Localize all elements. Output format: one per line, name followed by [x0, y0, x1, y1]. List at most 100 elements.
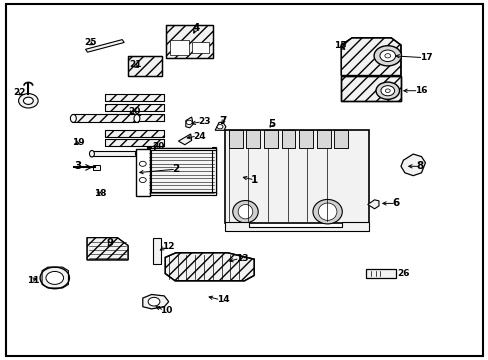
Polygon shape [341, 76, 400, 101]
Polygon shape [400, 154, 425, 176]
Text: 9: 9 [106, 238, 113, 248]
Bar [224, 130, 368, 223]
Bar [147, 148, 216, 150]
Bar [166, 25, 212, 58]
Ellipse shape [238, 204, 252, 219]
Text: 18: 18 [94, 189, 106, 198]
Polygon shape [165, 253, 254, 281]
Text: 2: 2 [172, 164, 179, 174]
Text: 1: 1 [250, 175, 258, 185]
Bar [299, 130, 312, 148]
Polygon shape [87, 238, 128, 260]
Text: 25: 25 [84, 38, 97, 47]
Text: 16: 16 [414, 86, 427, 95]
Text: 6: 6 [391, 198, 399, 208]
Bar [334, 130, 347, 148]
Bar [105, 114, 163, 121]
Text: 3: 3 [74, 161, 81, 171]
Circle shape [384, 54, 390, 58]
Text: 15: 15 [333, 41, 346, 50]
Circle shape [380, 86, 394, 96]
Text: 7: 7 [219, 116, 226, 126]
Bar [170, 40, 188, 55]
Bar [136, 149, 149, 196]
Bar [128, 56, 162, 76]
Polygon shape [85, 40, 124, 52]
Polygon shape [178, 134, 191, 145]
Bar [105, 139, 163, 146]
Circle shape [373, 46, 401, 66]
Bar [105, 94, 163, 101]
Circle shape [217, 125, 223, 129]
Bar [146, 147, 150, 195]
Bar [264, 130, 277, 148]
Bar [334, 130, 347, 148]
Bar [105, 114, 163, 121]
Ellipse shape [312, 199, 342, 224]
Polygon shape [142, 294, 168, 309]
Ellipse shape [134, 114, 140, 122]
Circle shape [375, 82, 399, 99]
Bar [105, 94, 163, 101]
Circle shape [385, 89, 389, 93]
Bar [228, 130, 242, 148]
Bar [166, 25, 212, 58]
Bar [299, 130, 312, 148]
Bar [316, 130, 330, 148]
Polygon shape [341, 38, 400, 76]
Bar [212, 147, 216, 195]
Bar [90, 151, 139, 156]
Bar [105, 104, 163, 111]
Polygon shape [224, 222, 368, 231]
Bar [228, 130, 242, 148]
Text: 19: 19 [72, 138, 85, 147]
Circle shape [186, 120, 192, 125]
Bar [316, 130, 330, 148]
Bar [192, 42, 209, 53]
Text: 26: 26 [396, 269, 409, 278]
Text: 10: 10 [160, 306, 172, 315]
Ellipse shape [318, 203, 336, 220]
Circle shape [139, 177, 146, 183]
Bar [147, 192, 216, 195]
Text: 21: 21 [129, 60, 142, 69]
Circle shape [379, 50, 395, 62]
Text: 20: 20 [128, 107, 140, 116]
Bar [72, 114, 138, 122]
Text: 13: 13 [235, 254, 248, 263]
Bar [105, 139, 163, 146]
Bar [72, 114, 138, 122]
Text: 17: 17 [419, 53, 431, 62]
Text: 4: 4 [192, 23, 199, 33]
Bar [105, 130, 163, 137]
Text: 20: 20 [152, 143, 164, 152]
Bar [264, 130, 277, 148]
Text: 12: 12 [162, 242, 175, 251]
Text: 23: 23 [198, 117, 210, 126]
Ellipse shape [70, 114, 76, 122]
Polygon shape [185, 117, 193, 128]
Polygon shape [367, 200, 378, 209]
Bar [105, 130, 163, 137]
Bar [147, 148, 216, 194]
Circle shape [40, 267, 69, 289]
Text: 8: 8 [416, 161, 423, 171]
Circle shape [19, 94, 38, 108]
Polygon shape [215, 122, 225, 130]
Bar [128, 56, 162, 76]
Bar [281, 130, 295, 148]
Bar [105, 104, 163, 111]
Ellipse shape [89, 150, 94, 157]
Text: 24: 24 [193, 132, 205, 141]
Text: 11: 11 [27, 276, 40, 284]
Circle shape [148, 297, 160, 306]
Circle shape [23, 97, 33, 104]
Bar [152, 238, 161, 264]
Circle shape [46, 271, 63, 284]
Ellipse shape [135, 150, 140, 157]
Bar [281, 130, 295, 148]
Text: 5: 5 [267, 119, 275, 129]
Text: 14: 14 [216, 295, 229, 305]
Bar [246, 130, 260, 148]
Bar [93, 165, 100, 170]
